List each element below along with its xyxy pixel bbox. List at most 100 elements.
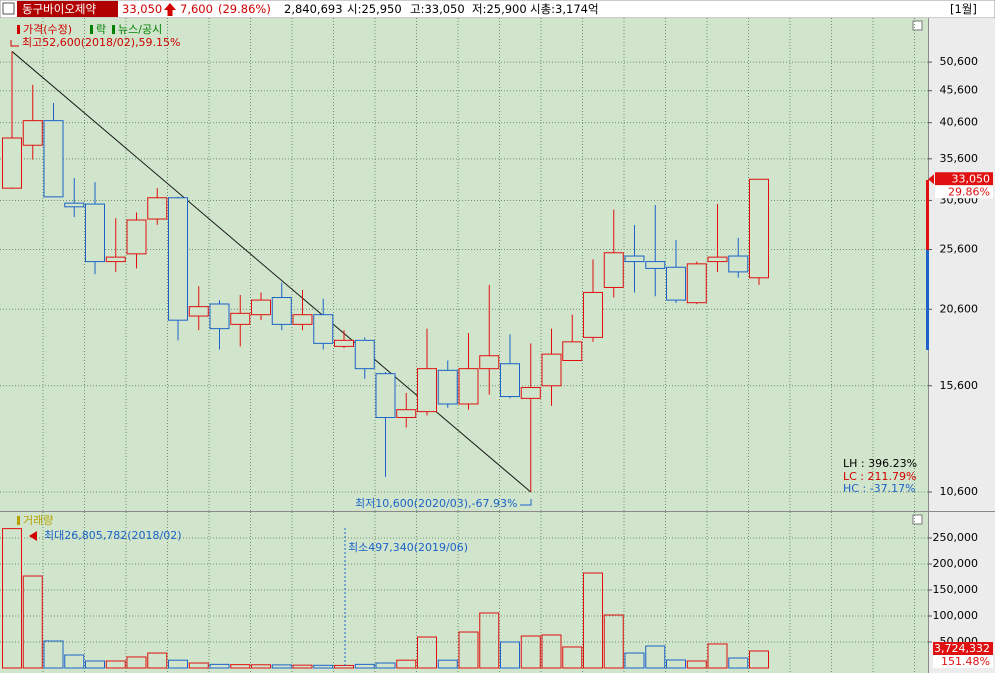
candle-body [479,355,500,370]
range-strip-up [926,180,929,250]
volume-bar [500,641,520,669]
volume-title[interactable]: 거래량 [23,514,53,527]
panel-button[interactable] [912,514,923,525]
candle-body [147,197,168,220]
candle-body [209,303,230,330]
legend-entry[interactable]: 뉴스/공시 [118,23,162,36]
volume-bar [230,664,251,669]
volume-bar [437,659,458,669]
volume-bar [749,650,769,669]
candle-body [707,256,728,263]
change-pct: (29.86%) [218,2,271,16]
volume: 2,840,693 [284,2,343,16]
volume-bar [686,660,707,669]
y-tick-label: 45,600 [940,84,979,97]
candle-body [500,363,520,398]
up-arrow [164,3,176,16]
candle-body [645,261,666,269]
y-tick-label: 50,600 [940,55,979,68]
y-tick-label: 35,600 [940,152,979,165]
candle-body [230,312,251,325]
volume-bar [583,572,603,669]
last-volume-box [933,642,993,655]
price-panel [0,18,928,511]
y-tick-label: 250,000 [933,531,979,544]
last-volume-pct-box [933,655,993,668]
legend-marker [17,516,20,525]
volume-bar [417,636,437,669]
legend-entry[interactable]: 락 [96,23,106,36]
y-tick-label: 100,000 [933,609,979,622]
legend-marker [17,25,20,34]
last-price-pointer [928,174,934,185]
stat-lc: LC : 211.79% [843,470,916,483]
candle-body [666,266,686,301]
volume-bar [126,656,147,669]
low-note-arrow [520,499,532,506]
candle-body [22,120,43,146]
volume-bar [2,528,22,669]
candle-body [271,297,292,325]
candle-body [334,339,354,347]
volume-bar [147,652,168,669]
candle-body [520,387,541,399]
volume-bar [479,612,500,669]
candle-body [64,202,85,208]
candle-body [437,369,458,405]
volume-bar [313,664,334,669]
volume-bar [375,662,396,669]
last-pct-label: 29.86% [948,185,990,198]
volume-bar [562,646,583,669]
volume-bar [520,635,541,669]
volume-bar [271,664,292,669]
legend-marker [112,25,115,34]
y-tick-label: 15,600 [940,379,979,392]
volume-bar [209,663,230,669]
checkbox[interactable] [2,2,15,15]
last-pct-box [935,185,993,199]
candle-body [396,409,417,418]
candle-body [686,263,707,304]
change: 7,600 [180,2,213,16]
legend-entry[interactable]: 가격(수정) [23,23,72,36]
volume-bar [541,634,562,669]
y-tick-label: 150,000 [933,583,979,596]
volume-bar [645,645,666,669]
volume-panel [0,512,928,673]
candle-body [417,368,437,413]
volume-bar [334,664,354,669]
candle-body [375,373,396,418]
candle-body [354,339,375,370]
candle-body [105,256,126,263]
stat-lh: LH : 396.23% [843,457,917,470]
volume-bar [168,659,188,669]
volume-bar [43,640,64,669]
high-note-arrow [10,40,19,47]
volume-bar [85,660,105,669]
last-price-box [935,172,993,186]
stat-hc: HC : -37.17% [843,482,916,495]
y-tick-label: 20,600 [940,302,979,315]
volume-bar [64,654,85,669]
candle-body [749,178,769,279]
volume-bar [292,664,313,669]
candle-body [188,306,209,317]
y-tick-label: 25,600 [940,243,979,256]
panel-button[interactable] [912,20,923,31]
volume-bar [396,659,417,669]
candle-body [583,291,603,338]
period[interactable]: [1월] [950,2,977,16]
candle-body [2,137,22,189]
candle-body [126,219,147,255]
candle-body [562,341,583,362]
open: 시:25,950 [347,2,402,16]
name-box [17,1,118,17]
volume-bar [603,614,624,669]
max-note-arrow [29,531,37,541]
last-volume-label: 3,724,332 [934,642,990,655]
last-volume-pct: 151.48% [941,655,990,668]
candle-body [624,255,645,263]
volume-bar [188,662,209,669]
candle-body [43,120,64,198]
